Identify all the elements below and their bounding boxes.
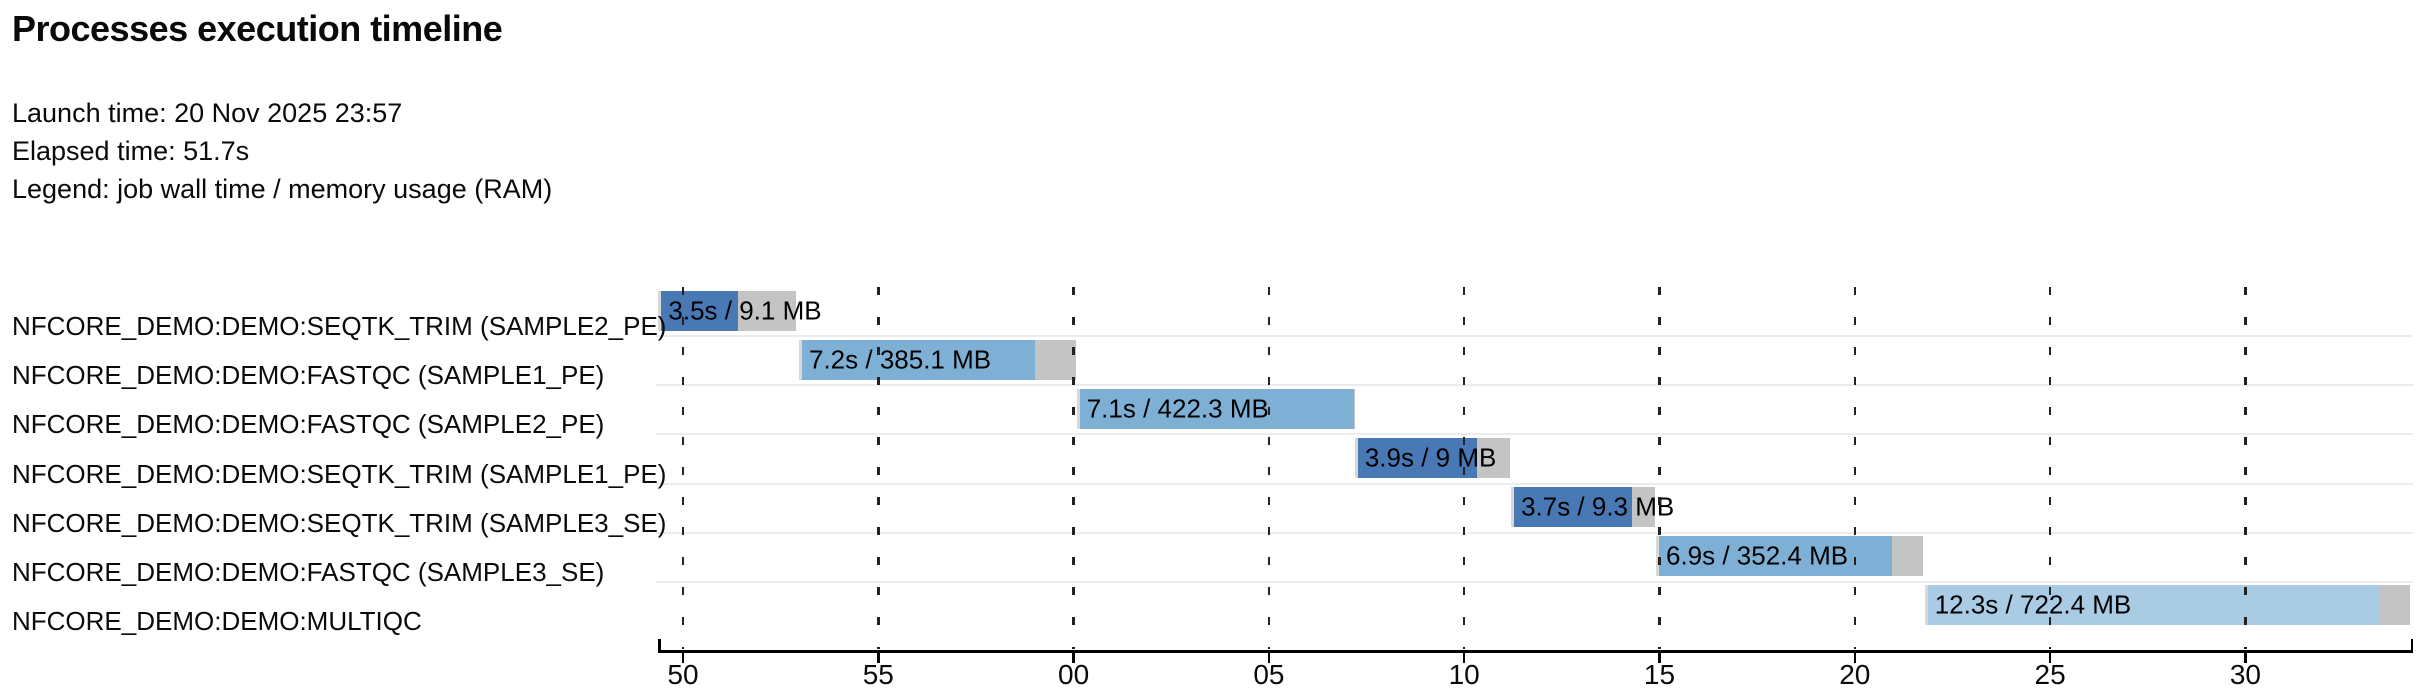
task-row-label: NFCORE_DEMO:DEMO:FASTQC (SAMPLE1_PE): [12, 360, 605, 390]
task-row-label: NFCORE_DEMO:DEMO:SEQTK_TRIM (SAMPLE1_PE): [12, 459, 667, 489]
task-bar-runtime: [660, 290, 739, 331]
page-title: Processes execution timeline: [12, 8, 503, 49]
task-bar-tail: [1632, 487, 1656, 528]
task-bar-submit: [1511, 487, 1515, 528]
x-axis-tick: [1853, 653, 1857, 663]
task-bar: 7.1s / 422.3 MB: [1076, 388, 1355, 429]
x-axis-tick-label: 50: [667, 659, 699, 690]
task-bar-tail: [1034, 339, 1077, 380]
row-separator: [656, 532, 2413, 534]
x-axis-tick: [877, 653, 880, 663]
x-axis-line: [658, 650, 2413, 653]
x-axis-endcap: [658, 639, 661, 650]
task-bar-runtime: [1659, 536, 1892, 577]
task-bar-tail: [1476, 437, 1510, 478]
grid-line: [2244, 287, 2247, 649]
task-row-label: NFCORE_DEMO:DEMO:MULTIQC: [12, 606, 422, 636]
x-axis-tick: [1658, 653, 1661, 663]
x-axis-tick: [1267, 653, 1271, 663]
row-separator: [656, 335, 2413, 337]
task-bar-label: 7.1s / 422.3 MB: [1086, 393, 1269, 424]
task-bar: 12.3s / 722.4 MB: [1924, 585, 2411, 626]
task-bar-submit: [658, 290, 661, 331]
row-separator: [656, 433, 2413, 435]
task-row-label: NFCORE_DEMO:DEMO:FASTQC (SAMPLE2_PE): [12, 409, 605, 439]
task-bar: 3.5s / 9.1 MB: [658, 290, 822, 331]
x-axis-tick-label: 00: [1058, 659, 1090, 690]
task-bar-label: 12.3s / 722.4 MB: [1934, 589, 2132, 620]
task-bar-label: 7.2s / 385.1 MB: [809, 344, 992, 375]
row-separator: [656, 483, 2413, 485]
task-bar: 6.9s / 352.4 MB: [1655, 536, 1923, 577]
x-axis-tick: [681, 653, 685, 663]
task-row-label: NFCORE_DEMO:DEMO:SEQTK_TRIM (SAMPLE2_PE): [12, 311, 667, 341]
x-axis-tick: [1462, 653, 1466, 663]
task-row-label: NFCORE_DEMO:DEMO:SEQTK_TRIM (SAMPLE3_SE): [12, 508, 667, 538]
task-bar-runtime: [1927, 585, 2381, 626]
task-bar-runtime: [1079, 388, 1354, 429]
task-bar-tail: [738, 290, 797, 331]
task-bar: 3.7s / 9.3 MB: [1511, 487, 1674, 528]
grid-line: [1267, 287, 1271, 649]
grid-line: [2048, 287, 2052, 649]
grid-line: [1658, 287, 1661, 649]
x-axis-tick: [2244, 653, 2247, 663]
x-axis-endcap: [2410, 639, 2413, 650]
x-axis-tick-label: 30: [2229, 659, 2261, 690]
grid-line: [1462, 287, 1466, 649]
task-bar-submit: [1655, 536, 1660, 577]
grid-line: [1072, 287, 1075, 649]
task-bar-runtime: [1357, 437, 1477, 478]
task-bar-tail: [2380, 585, 2411, 626]
x-axis-tick-label: 20: [1839, 659, 1871, 690]
task-bar: 3.9s / 9 MB: [1354, 437, 1510, 478]
row-separator: [656, 384, 2413, 386]
x-axis-tick: [2048, 653, 2052, 663]
task-bar-label: 6.9s / 352.4 MB: [1665, 540, 1849, 571]
grid-line: [1853, 287, 1857, 649]
x-axis-tick-label: 05: [1253, 659, 1285, 690]
x-axis-tick-label: 10: [1448, 659, 1480, 690]
legend-text: Legend: job wall time / memory usage (RA…: [12, 174, 553, 204]
task-bar-label: 3.5s / 9.1 MB: [668, 295, 822, 325]
task-bar-runtime: [802, 339, 1035, 380]
elapsed-time-text: Elapsed time: 51.7s: [12, 136, 250, 166]
grid-line: [877, 287, 880, 649]
task-bar-label: 3.7s / 9.3 MB: [1521, 491, 1675, 522]
x-axis-tick: [1072, 653, 1075, 663]
task-bar-label: 3.9s / 9 MB: [1364, 442, 1497, 473]
task-bar-submit: [1354, 437, 1358, 478]
task-row-label: NFCORE_DEMO:DEMO:FASTQC (SAMPLE3_SE): [12, 557, 605, 587]
x-axis-tick-label: 15: [1643, 659, 1676, 690]
task-bar-tail: [1891, 536, 1923, 577]
row-separator: [656, 581, 2413, 583]
task-bar: 7.2s / 385.1 MB: [799, 339, 1077, 380]
x-axis-tick-label: 55: [862, 659, 894, 690]
task-bar-submit: [799, 339, 803, 380]
grid-line: [681, 287, 685, 649]
task-bar-submit: [1924, 585, 1928, 626]
launch-time-text: Launch time: 20 Nov 2025 23:57: [12, 98, 403, 128]
task-bar-submit: [1076, 388, 1080, 429]
x-axis-tick-label: 25: [2034, 659, 2066, 690]
task-bar-runtime: [1514, 487, 1633, 528]
report-meta: Launch time: 20 Nov 2025 23:57 Elapsed t…: [12, 94, 552, 208]
